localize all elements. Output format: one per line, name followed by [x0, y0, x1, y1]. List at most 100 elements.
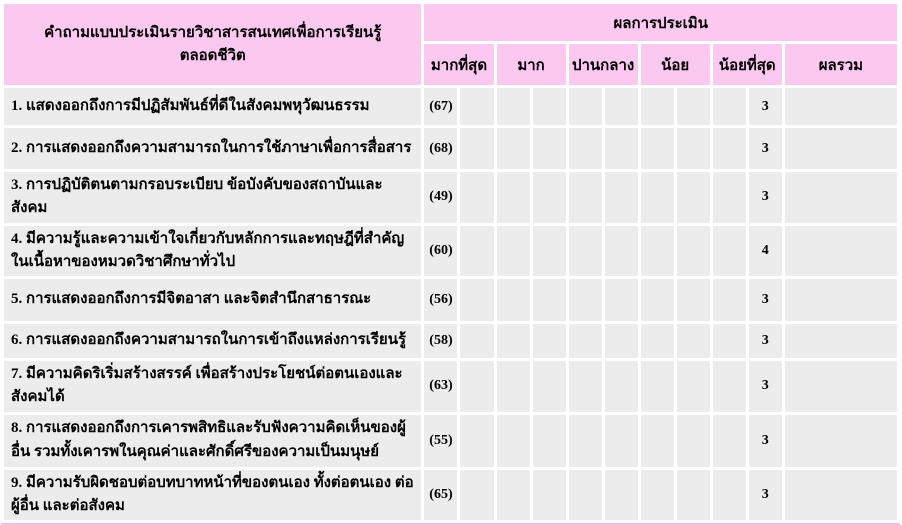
column-header-total: ผลรวม: [784, 44, 897, 85]
most-count-cell: (49): [424, 172, 458, 223]
least-count-cell: 3: [748, 361, 782, 412]
table-row: 2. การแสดงออกถึงความสามารถในการใช้ภาษาเพ…: [4, 128, 897, 169]
most-count-cell: (67): [424, 88, 458, 125]
table-row: 3. การปฏิบัติตนตามกรอบระเบียบ ข้อบังคับข…: [4, 172, 897, 223]
rating-cell: [712, 172, 746, 223]
rating-cell: [532, 324, 566, 358]
total-cell: [784, 324, 897, 358]
rating-cell: [712, 128, 746, 169]
rating-cell: [496, 361, 530, 412]
rating-cell: [568, 361, 602, 412]
question-cell: 3. การปฏิบัติตนตามกรอบระเบียบ ข้อบังคับข…: [4, 172, 422, 223]
rating-cell: [640, 324, 674, 358]
most-count-cell: (60): [424, 225, 458, 276]
rating-cell: [568, 469, 602, 520]
rating-cell: [532, 361, 566, 412]
column-header-least: น้อยที่สุด: [712, 44, 782, 85]
question-cell: 6. การแสดงออกถึงความสามารถในการเข้าถึงแห…: [4, 324, 422, 358]
question-cell: 1. แสดงออกถึงการมีปฏิสัมพันธ์ที่ดีในสังค…: [4, 88, 422, 125]
rating-cell: [676, 469, 710, 520]
rating-cell: [568, 128, 602, 169]
rating-cell: [532, 128, 566, 169]
rating-cell: [460, 128, 494, 169]
rating-cell: [496, 324, 530, 358]
rating-cell: [568, 225, 602, 276]
least-count-cell: 3: [748, 324, 782, 358]
rating-cell: [460, 361, 494, 412]
rating-cell: [568, 324, 602, 358]
rating-cell: [640, 279, 674, 321]
least-count-cell: 4: [748, 225, 782, 276]
rating-cell: [604, 225, 638, 276]
table-row: 7. มีความคิดริเริ่มสร้างสรรค์ เพื่อสร้าง…: [4, 361, 897, 412]
question-cell: 7. มีความคิดริเริ่มสร้างสรรค์ เพื่อสร้าง…: [4, 361, 422, 412]
rating-cell: [640, 88, 674, 125]
rating-cell: [568, 172, 602, 223]
rating-cell: [676, 414, 710, 467]
most-count-cell: (65): [424, 469, 458, 520]
results-header: ผลการประเมิน: [424, 4, 897, 41]
total-cell: [784, 128, 897, 169]
least-count-cell: 3: [748, 414, 782, 467]
rating-cell: [496, 88, 530, 125]
rating-cell: [568, 414, 602, 467]
rating-cell: [460, 324, 494, 358]
rating-cell: [532, 414, 566, 467]
rating-cell: [532, 279, 566, 321]
question-cell: 8. การแสดงออกถึงการเคารพสิทธิและรับฟังคว…: [4, 414, 422, 467]
rating-cell: [676, 172, 710, 223]
least-count-cell: 3: [748, 88, 782, 125]
rating-cell: [640, 128, 674, 169]
question-cell: 4. มีความรู้และความเข้าใจเกี่ยวกับหลักกา…: [4, 225, 422, 276]
most-count-cell: (58): [424, 324, 458, 358]
total-cell: [784, 279, 897, 321]
rating-cell: [640, 469, 674, 520]
rating-cell: [676, 324, 710, 358]
total-cell: [784, 469, 897, 520]
question-cell: 5. การแสดงออกถึงการมีจิตอาสา และจิตสำนึก…: [4, 279, 422, 321]
rating-cell: [676, 279, 710, 321]
rating-cell: [460, 414, 494, 467]
table-row: 6. การแสดงออกถึงความสามารถในการเข้าถึงแห…: [4, 324, 897, 358]
column-header-moderate: ปานกลาง: [568, 44, 638, 85]
rating-cell: [676, 225, 710, 276]
rating-cell: [604, 324, 638, 358]
rating-cell: [712, 361, 746, 412]
rating-cell: [604, 414, 638, 467]
rating-cell: [604, 279, 638, 321]
total-cell: [784, 88, 897, 125]
rating-cell: [712, 469, 746, 520]
rating-cell: [460, 225, 494, 276]
rating-cell: [604, 469, 638, 520]
rating-cell: [532, 88, 566, 125]
most-count-cell: (56): [424, 279, 458, 321]
total-cell: [784, 361, 897, 412]
column-header-little: น้อย: [640, 44, 710, 85]
rating-cell: [712, 324, 746, 358]
rating-cell: [712, 414, 746, 467]
rating-cell: [676, 128, 710, 169]
total-cell: [784, 414, 897, 467]
rating-cell: [460, 172, 494, 223]
question-cell: 2. การแสดงออกถึงความสามารถในการใช้ภาษาเพ…: [4, 128, 422, 169]
table-row: 8. การแสดงออกถึงการเคารพสิทธิและรับฟังคว…: [4, 414, 897, 467]
rating-cell: [496, 469, 530, 520]
column-header-much: มาก: [496, 44, 566, 85]
most-count-cell: (63): [424, 361, 458, 412]
most-count-cell: (68): [424, 128, 458, 169]
rating-cell: [568, 88, 602, 125]
rating-cell: [568, 279, 602, 321]
column-header-most: มากที่สุด: [424, 44, 494, 85]
rating-cell: [604, 128, 638, 169]
question-column-header: คำถามแบบประเมินรายวิชาสารสนเทศเพื่อการเร…: [4, 4, 422, 85]
table-row: 9. มีความรับผิดชอบต่อบทบาทหน้าที่ของตนเอ…: [4, 469, 897, 520]
table-row: 4. มีความรู้และความเข้าใจเกี่ยวกับหลักกา…: [4, 225, 897, 276]
least-count-cell: 3: [748, 172, 782, 223]
header-row-top: คำถามแบบประเมินรายวิชาสารสนเทศเพื่อการเร…: [4, 4, 897, 85]
rating-cell: [532, 172, 566, 223]
least-count-cell: 3: [748, 469, 782, 520]
rating-cell: [532, 225, 566, 276]
rating-cell: [676, 88, 710, 125]
header-row-ratings: มากที่สุด มาก ปานกลาง น้อย น้อยที่สุด ผล…: [4, 44, 897, 85]
rating-cell: [604, 361, 638, 412]
